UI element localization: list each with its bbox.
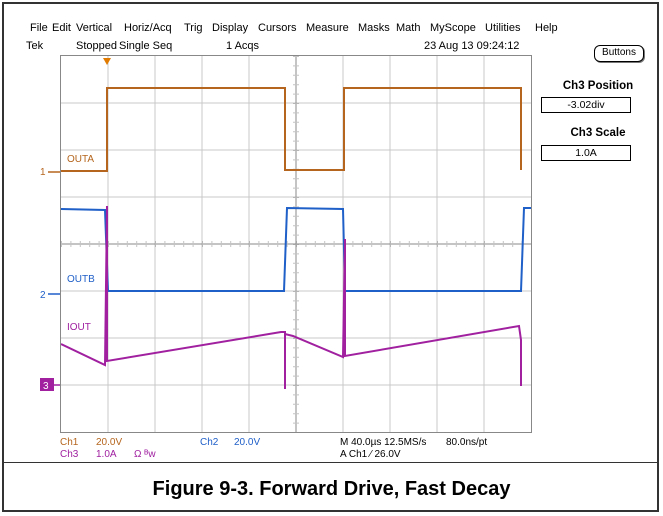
menu-myscope[interactable]: MyScope bbox=[430, 22, 476, 34]
menu-utilities[interactable]: Utilities bbox=[485, 22, 521, 34]
iout-trace bbox=[60, 205, 522, 389]
menu-cursors[interactable]: Cursors bbox=[258, 22, 297, 34]
ch3-readout-scale[interactable]: 1.0A bbox=[96, 449, 117, 460]
outa-trace bbox=[61, 87, 522, 172]
brand-label: Tek bbox=[26, 40, 44, 52]
ch3-position-field[interactable]: -3.02div bbox=[541, 97, 631, 113]
timebase-readout[interactable]: M 40.0µs 12.5MS/s bbox=[340, 437, 427, 448]
ch3-marker-label: 3 bbox=[43, 381, 49, 392]
date-time: 23 Aug 13 09:24:12 bbox=[424, 40, 520, 52]
axis-ticks bbox=[61, 56, 531, 432]
ch3-scale-title: Ch3 Scale bbox=[570, 127, 626, 139]
ch3-position-title: Ch3 Position bbox=[562, 80, 634, 92]
acq-count: 1 Acqs bbox=[226, 40, 260, 52]
acq-state: Stopped bbox=[76, 40, 117, 52]
ch1-marker-label: 1 bbox=[40, 167, 46, 178]
ch2-readout-name: Ch2 bbox=[200, 437, 219, 448]
menu-file[interactable]: File bbox=[30, 22, 48, 34]
resolution-readout: 80.0ns/pt bbox=[446, 437, 488, 448]
center-axes bbox=[61, 56, 531, 432]
ch2-marker-label: 2 bbox=[40, 290, 46, 301]
menu-math[interactable]: Math bbox=[396, 22, 421, 34]
menu-measure[interactable]: Measure bbox=[306, 22, 349, 34]
menu-edit[interactable]: Edit bbox=[52, 22, 71, 34]
menu-bar: File Edit Vertical Horiz/Acq Trig Displa… bbox=[28, 22, 658, 38]
trigger-readout[interactable]: A Ch1 ⁄ 26.0V bbox=[340, 449, 401, 460]
menu-trig[interactable]: Trig bbox=[184, 22, 203, 34]
figure-caption: Figure 9-3. Forward Drive, Fast Decay bbox=[152, 478, 511, 500]
ch1-readout-name: Ch1 bbox=[60, 437, 79, 448]
waveform-display[interactable]: OUTA OUTB IOUT bbox=[60, 55, 532, 433]
outb-label: OUTB bbox=[67, 274, 95, 285]
menu-masks[interactable]: Masks bbox=[358, 22, 390, 34]
ch3-ground-marker[interactable] bbox=[40, 378, 54, 391]
caption-divider bbox=[4, 462, 659, 463]
ch3-readout-name: Ch3 bbox=[60, 449, 79, 460]
ch3-readout-extra: Ω ᴮw bbox=[134, 449, 156, 460]
outa-label: OUTA bbox=[67, 154, 94, 165]
menu-horiz-acq[interactable]: Horiz/Acq bbox=[124, 22, 172, 34]
ch2-readout-scale[interactable]: 20.0V bbox=[234, 437, 261, 448]
iout-label: IOUT bbox=[67, 322, 91, 333]
ch1-readout-scale[interactable]: 20.0V bbox=[96, 437, 123, 448]
buttons-button[interactable]: Buttons bbox=[594, 45, 644, 62]
graticule: OUTA OUTB IOUT bbox=[60, 56, 531, 432]
acq-mode: Single Seq bbox=[119, 40, 173, 52]
channel-markers: 1 2 3 bbox=[40, 167, 60, 392]
menu-help[interactable]: Help bbox=[535, 22, 558, 34]
ch3-scale-field[interactable]: 1.0A bbox=[541, 145, 631, 161]
trigger-position-marker[interactable] bbox=[103, 58, 111, 65]
menu-vertical[interactable]: Vertical bbox=[76, 22, 113, 34]
menu-display[interactable]: Display bbox=[212, 22, 249, 34]
